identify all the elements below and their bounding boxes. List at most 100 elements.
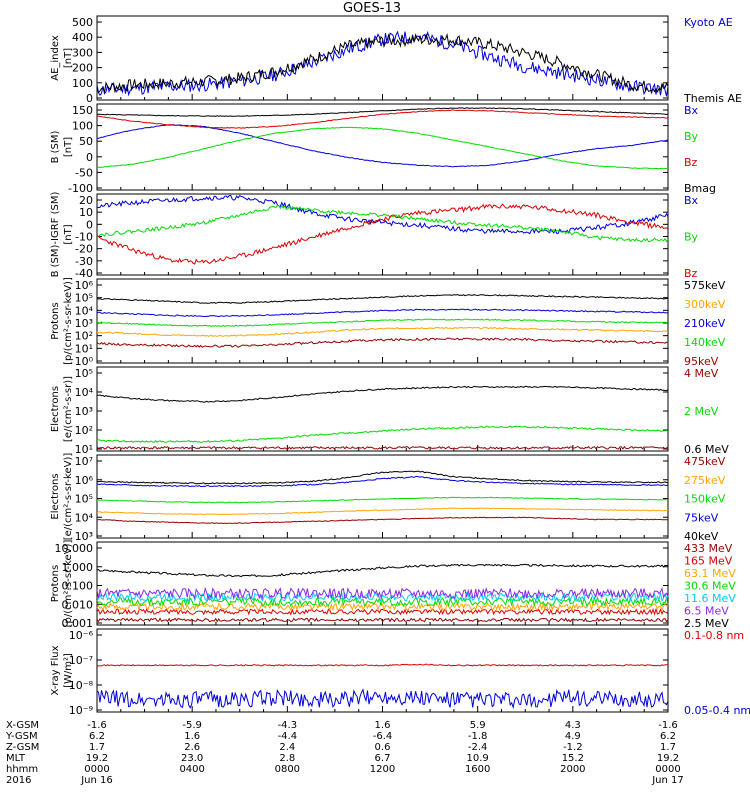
panel-frame	[96, 103, 669, 191]
ytick-label: 0.010	[62, 598, 94, 611]
xaxis-value: -5.9	[182, 720, 202, 731]
panel-electrons1: 10⁵ 10⁴ 10³ 10² 10¹ Electrons [e/(cm²-s-sr)] 4 …	[50, 366, 729, 456]
xaxis-value: 4.3	[565, 720, 581, 731]
xaxis-value: 0000	[84, 764, 109, 775]
series-line-475keV	[96, 516, 669, 525]
series-line-30.6-MeV	[96, 595, 669, 608]
ytick-label: -20	[75, 243, 93, 256]
series-line-Bx	[96, 124, 669, 168]
ytick-label: -50	[75, 166, 93, 179]
legend-6.5-MeV: 6.5 MeV	[684, 605, 729, 618]
xaxis-row-label: MLT	[6, 753, 26, 764]
series-line-165-MeV	[96, 607, 669, 616]
legend-30.6-MeV: 30.6 MeV	[684, 580, 736, 593]
ylabel: Protons	[50, 565, 61, 602]
ytick-label: 10⁻⁹	[69, 704, 93, 717]
legend-475keV: 475keV	[684, 455, 726, 468]
ytick-label: 10⁷	[75, 455, 93, 468]
xaxis-value: 0400	[179, 764, 204, 775]
xaxis-value: 1600	[465, 764, 490, 775]
ylabel: [nT]	[63, 48, 74, 68]
legend-0.05-0.4-nm: 0.05-0.4 nm	[684, 704, 750, 717]
legend-Bx: Bx	[684, 104, 699, 117]
series-line-11.6-MeV	[96, 590, 669, 603]
ytick-label: 10¹	[75, 342, 93, 355]
xaxis-value: 2.8	[279, 753, 295, 764]
xaxis-row-label: hhmm	[6, 764, 38, 775]
series-line-75keV	[96, 475, 669, 488]
series-line-By	[96, 204, 669, 243]
legend-Bx: Bx	[684, 194, 699, 207]
xaxis-value: 6.2	[660, 731, 676, 742]
xaxis-value: 2000	[560, 764, 585, 775]
series-line-4-MeV	[96, 445, 669, 450]
ytick-label: 150	[72, 104, 93, 117]
legend-0.1-0.8-nm: 0.1-0.8 nm	[684, 629, 744, 642]
xaxis-value: -1.8	[468, 731, 488, 742]
panel-frame	[96, 628, 669, 713]
xaxis-value: -1.6	[658, 720, 678, 731]
xaxis-value: -1.2	[563, 742, 583, 753]
xaxis-value: 6.7	[375, 753, 391, 764]
series-line-Bmag	[96, 107, 669, 117]
series-line-63.1-MeV	[96, 601, 669, 612]
legend-2.5-MeV: 2.5 MeV	[684, 617, 729, 630]
legend-Kyoto-AE: Kyoto AE	[684, 16, 733, 29]
series-line-95keV	[96, 337, 669, 348]
ytick-label: 0	[86, 218, 93, 231]
ytick-label: 50	[79, 135, 93, 148]
series-line-0.05-0.4-nm	[96, 688, 669, 710]
ytick-label: 10¹	[75, 443, 93, 456]
xaxis-value: 19.2	[657, 753, 679, 764]
legend-300keV: 300keV	[684, 298, 726, 311]
legend-150keV: 150keV	[684, 493, 726, 506]
panel-bsm: 150 100 50 0 -50 -100 B (SM) [nT] Bx By Bz Bmag	[50, 103, 716, 195]
ylabel: [e/(cm²-s-sr)]	[63, 376, 74, 442]
xaxis-row-label: Z-GSM	[6, 742, 39, 753]
series-line-275keV	[96, 507, 669, 516]
ytick-label: 10⁶	[75, 279, 94, 292]
ylabel: [W/m²]	[63, 653, 74, 688]
series-line-300keV	[96, 326, 669, 337]
series-line-Themis-AE	[96, 32, 669, 94]
xaxis-value: 10.9	[467, 753, 489, 764]
legend-63.1-MeV: 63.1 MeV	[684, 567, 736, 580]
xaxis-value: 2.6	[184, 742, 200, 753]
legend-140keV: 140keV	[684, 336, 726, 349]
ytick-label: 10³	[75, 405, 93, 418]
legend-40keV: 40keV	[684, 530, 719, 543]
ytick-label: 0	[86, 92, 93, 105]
legend-Bmag: Bmag	[684, 182, 716, 195]
legend-75keV: 75keV	[684, 511, 719, 524]
ytick-label: 300	[72, 46, 93, 59]
ytick-label: -10	[75, 231, 93, 244]
xaxis-value: 1.6	[184, 731, 200, 742]
ytick-label: 10⁵	[75, 493, 93, 506]
xaxis-value: -4.4	[278, 731, 298, 742]
xaxis-value: 0.6	[375, 742, 391, 753]
panel-xray: 10⁻⁶ 10⁻⁷ 10⁻⁸ 10⁻⁹ X-ray Flux [W/m²] 0.1-0.8 …	[50, 628, 750, 717]
xaxis-value: -6.4	[373, 731, 393, 742]
xaxis-value: 0000	[655, 764, 680, 775]
ylabel: [e/(cm²-s-sr-keV)]	[63, 453, 74, 541]
ytick-label: 0.001	[62, 617, 94, 630]
xaxis-value: -1.6	[87, 720, 107, 731]
legend-210keV: 210keV	[684, 317, 726, 330]
ytick-label: 200	[72, 62, 93, 75]
ytick-label: 10³	[75, 530, 93, 543]
ytick-label: 10⁶	[75, 474, 94, 487]
ytick-label: -30	[75, 255, 93, 268]
legend-By: By	[684, 231, 699, 244]
ytick-label: 10⁴	[75, 386, 94, 399]
ytick-label: 10²	[75, 424, 93, 437]
xaxis-value: 1.6	[375, 720, 391, 731]
ylabel: [p/(cm²-s-sr-keV)]	[63, 277, 74, 365]
ytick-label: 10⁵	[75, 292, 93, 305]
ytick-label: 20	[79, 194, 93, 207]
xaxis-value: 4.9	[565, 731, 581, 742]
legend-By: By	[684, 130, 699, 143]
legend-575keV: 575keV	[684, 279, 726, 292]
ytick-label: 100	[72, 77, 93, 90]
